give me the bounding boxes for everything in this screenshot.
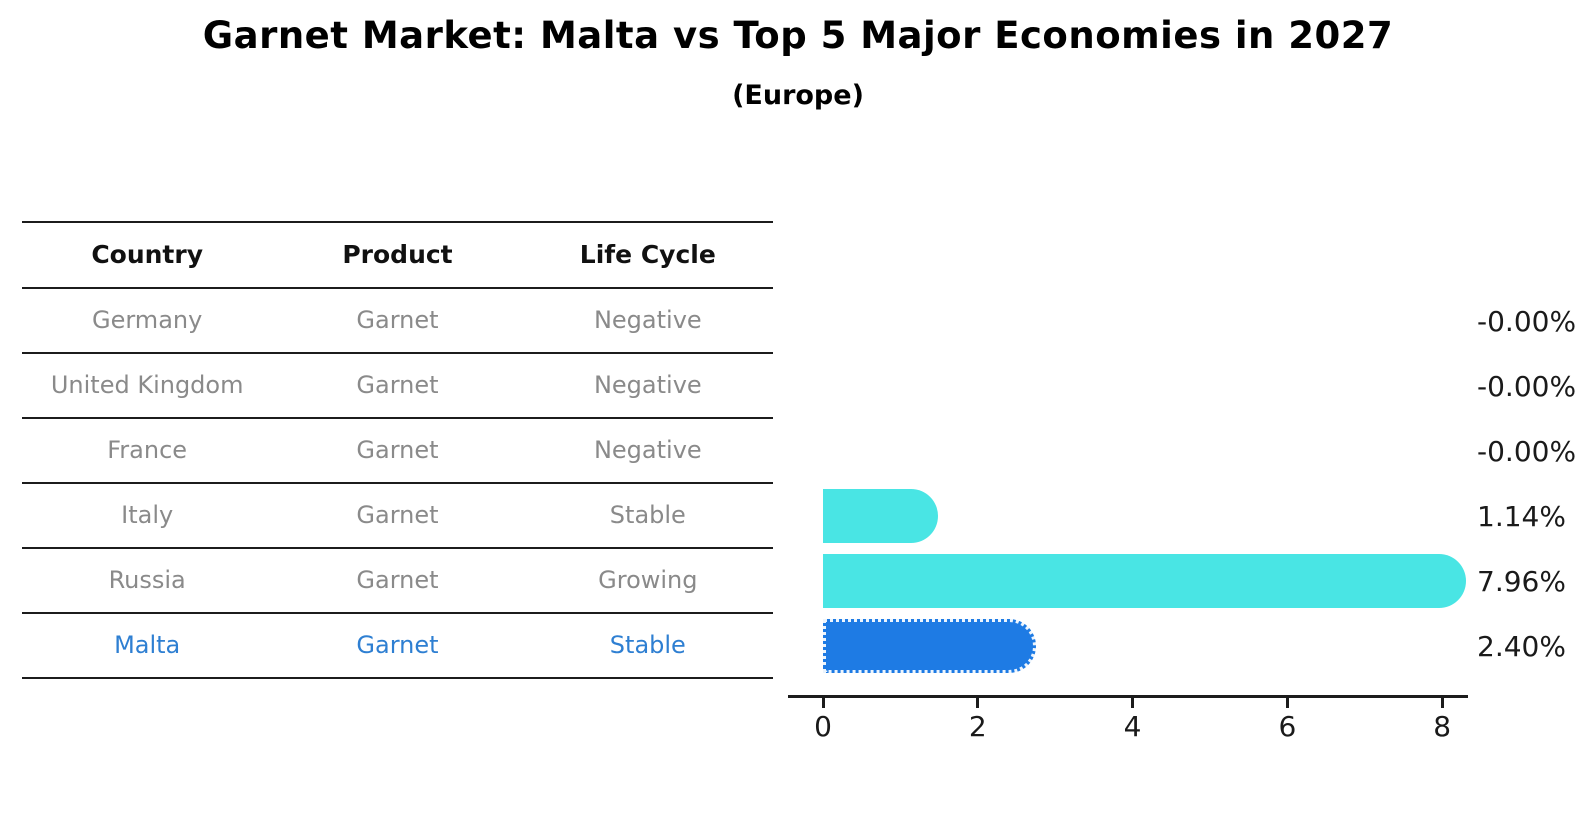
table-cell-country: United Kingdom xyxy=(50,371,244,399)
table-cell-product: Garnet xyxy=(356,566,439,594)
column-header-product: Product xyxy=(342,240,453,269)
table-cell-product: Garnet xyxy=(356,501,439,529)
table-row: France Garnet Negative xyxy=(22,419,773,484)
table-cell-life-cycle: Negative xyxy=(593,306,702,334)
value-label-malta: 2.40% xyxy=(1477,630,1566,663)
table-cell-country: France xyxy=(107,436,188,464)
value-label-italy: 1.14% xyxy=(1477,500,1566,533)
x-tick-mark xyxy=(1285,695,1289,708)
x-axis-line xyxy=(788,695,1468,698)
table-cell-country: Italy xyxy=(121,501,174,529)
x-tick-label: 2 xyxy=(968,710,987,743)
table-cell-life-cycle: Negative xyxy=(593,371,702,399)
bar-russia xyxy=(823,554,1466,608)
value-label-france: -0.00% xyxy=(1477,435,1577,468)
country-table: Country Product Life Cycle Germany Garnet… xyxy=(22,221,773,679)
table-cell-product: Garnet xyxy=(356,436,439,464)
table-header-row: Country Product Life Cycle xyxy=(22,221,773,289)
table-cell-product: Garnet xyxy=(356,371,439,399)
value-label-united-kingdom: -0.00% xyxy=(1477,370,1577,403)
table-cell-product: Garnet xyxy=(356,631,439,659)
table-cell-product: Garnet xyxy=(356,306,439,334)
bar-italy xyxy=(823,489,938,543)
x-tick-label: 4 xyxy=(1123,710,1142,743)
table-cell-life-cycle: Stable xyxy=(609,631,686,659)
value-label-russia: 7.96% xyxy=(1477,565,1566,598)
table-row: Russia Garnet Growing xyxy=(22,549,773,614)
x-tick-mark xyxy=(821,695,825,708)
bar-malta xyxy=(823,619,1036,673)
table-cell-country: Malta xyxy=(114,631,181,659)
table-cell-life-cycle: Growing xyxy=(598,566,698,594)
x-tick-mark xyxy=(1131,695,1135,708)
table-cell-life-cycle: Negative xyxy=(593,436,702,464)
table-cell-country: Germany xyxy=(92,306,203,334)
x-tick-label: 8 xyxy=(1433,710,1452,743)
x-tick-label: 6 xyxy=(1278,710,1297,743)
column-header-country: Country xyxy=(91,240,204,269)
x-tick-mark xyxy=(1440,695,1444,708)
table-cell-country: Russia xyxy=(108,566,186,594)
value-label-germany: -0.00% xyxy=(1477,305,1577,338)
table-row: Malta Garnet Stable xyxy=(22,614,773,679)
chart-subtitle: (Europe) xyxy=(732,80,864,111)
table-row: Italy Garnet Stable xyxy=(22,484,773,549)
table-cell-life-cycle: Stable xyxy=(609,501,686,529)
column-header-life-cycle: Life Cycle xyxy=(579,240,716,269)
x-tick-label: 0 xyxy=(814,710,832,743)
table-row: United Kingdom Garnet Negative xyxy=(22,354,773,419)
x-tick-mark xyxy=(976,695,980,708)
table-body: Germany Garnet Negative United Kingdom Garne… xyxy=(22,289,773,679)
table-row: Germany Garnet Negative xyxy=(22,289,773,354)
chart-title: Garnet Market: Malta vs Top 5 Major Econ… xyxy=(202,14,1394,57)
